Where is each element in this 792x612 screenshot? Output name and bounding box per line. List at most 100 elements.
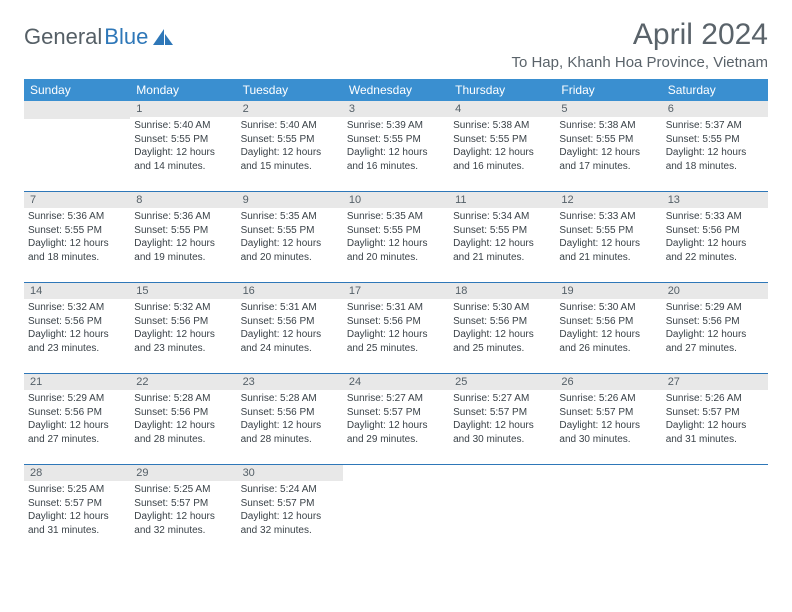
sunrise-text: Sunrise: 5:32 AM <box>28 301 126 315</box>
daylight-text: Daylight: 12 hours and 19 minutes. <box>134 237 232 264</box>
day-details: Sunrise: 5:33 AMSunset: 5:55 PMDaylight:… <box>555 208 661 268</box>
daylight-text: Daylight: 12 hours and 27 minutes. <box>28 419 126 446</box>
daylight-text: Daylight: 12 hours and 22 minutes. <box>666 237 764 264</box>
day-number: 20 <box>662 283 768 299</box>
calendar-cell: 22Sunrise: 5:28 AMSunset: 5:56 PMDayligh… <box>130 374 236 465</box>
sunset-text: Sunset: 5:57 PM <box>241 497 339 511</box>
day-number: 4 <box>449 101 555 117</box>
weekday-header: Wednesday <box>343 79 449 101</box>
day-number: 3 <box>343 101 449 117</box>
day-details: Sunrise: 5:37 AMSunset: 5:55 PMDaylight:… <box>662 117 768 177</box>
calendar-row: 14Sunrise: 5:32 AMSunset: 5:56 PMDayligh… <box>24 283 768 374</box>
daylight-text: Daylight: 12 hours and 18 minutes. <box>28 237 126 264</box>
header: GeneralBlue April 2024 To Hap, Khanh Hoa… <box>24 18 768 71</box>
daylight-text: Daylight: 12 hours and 16 minutes. <box>453 146 551 173</box>
sunrise-text: Sunrise: 5:34 AM <box>453 210 551 224</box>
sunset-text: Sunset: 5:56 PM <box>28 406 126 420</box>
daylight-text: Daylight: 12 hours and 27 minutes. <box>666 328 764 355</box>
day-details: Sunrise: 5:27 AMSunset: 5:57 PMDaylight:… <box>449 390 555 450</box>
calendar-cell: 14Sunrise: 5:32 AMSunset: 5:56 PMDayligh… <box>24 283 130 374</box>
daylight-text: Daylight: 12 hours and 21 minutes. <box>453 237 551 264</box>
daylight-text: Daylight: 12 hours and 32 minutes. <box>241 510 339 537</box>
daylight-text: Daylight: 12 hours and 15 minutes. <box>241 146 339 173</box>
logo-text-blue: Blue <box>104 24 148 50</box>
sunset-text: Sunset: 5:57 PM <box>28 497 126 511</box>
calendar-cell: 27Sunrise: 5:26 AMSunset: 5:57 PMDayligh… <box>662 374 768 465</box>
sunset-text: Sunset: 5:56 PM <box>666 315 764 329</box>
day-details: Sunrise: 5:34 AMSunset: 5:55 PMDaylight:… <box>449 208 555 268</box>
calendar-body: 1Sunrise: 5:40 AMSunset: 5:55 PMDaylight… <box>24 101 768 555</box>
calendar-row: 1Sunrise: 5:40 AMSunset: 5:55 PMDaylight… <box>24 101 768 192</box>
calendar-cell: 19Sunrise: 5:30 AMSunset: 5:56 PMDayligh… <box>555 283 661 374</box>
day-number: 22 <box>130 374 236 390</box>
calendar-cell: 4Sunrise: 5:38 AMSunset: 5:55 PMDaylight… <box>449 101 555 192</box>
logo-text-general: General <box>24 24 102 50</box>
logo: GeneralBlue <box>24 18 174 50</box>
daylight-text: Daylight: 12 hours and 20 minutes. <box>241 237 339 264</box>
day-number: 15 <box>130 283 236 299</box>
sunset-text: Sunset: 5:57 PM <box>666 406 764 420</box>
sunset-text: Sunset: 5:55 PM <box>134 133 232 147</box>
daylight-text: Daylight: 12 hours and 23 minutes. <box>28 328 126 355</box>
calendar-cell: 30Sunrise: 5:24 AMSunset: 5:57 PMDayligh… <box>237 465 343 556</box>
day-details: Sunrise: 5:40 AMSunset: 5:55 PMDaylight:… <box>237 117 343 177</box>
day-details: Sunrise: 5:36 AMSunset: 5:55 PMDaylight:… <box>130 208 236 268</box>
sunrise-text: Sunrise: 5:32 AM <box>134 301 232 315</box>
sunset-text: Sunset: 5:55 PM <box>241 224 339 238</box>
daylight-text: Daylight: 12 hours and 26 minutes. <box>559 328 657 355</box>
calendar-cell: 26Sunrise: 5:26 AMSunset: 5:57 PMDayligh… <box>555 374 661 465</box>
day-number: 17 <box>343 283 449 299</box>
sunrise-text: Sunrise: 5:26 AM <box>666 392 764 406</box>
calendar-cell: 2Sunrise: 5:40 AMSunset: 5:55 PMDaylight… <box>237 101 343 192</box>
day-number: 27 <box>662 374 768 390</box>
weekday-header: Monday <box>130 79 236 101</box>
daylight-text: Daylight: 12 hours and 23 minutes. <box>134 328 232 355</box>
daylight-text: Daylight: 12 hours and 29 minutes. <box>347 419 445 446</box>
sunset-text: Sunset: 5:56 PM <box>241 406 339 420</box>
sunrise-text: Sunrise: 5:38 AM <box>559 119 657 133</box>
sunset-text: Sunset: 5:55 PM <box>347 224 445 238</box>
calendar-cell <box>343 465 449 556</box>
day-number: 2 <box>237 101 343 117</box>
daylight-text: Daylight: 12 hours and 32 minutes. <box>134 510 232 537</box>
day-number: 26 <box>555 374 661 390</box>
day-details: Sunrise: 5:26 AMSunset: 5:57 PMDaylight:… <box>555 390 661 450</box>
calendar-cell <box>24 101 130 192</box>
calendar-cell: 15Sunrise: 5:32 AMSunset: 5:56 PMDayligh… <box>130 283 236 374</box>
day-details: Sunrise: 5:38 AMSunset: 5:55 PMDaylight:… <box>449 117 555 177</box>
day-number-empty <box>24 101 130 119</box>
calendar-cell <box>449 465 555 556</box>
sunset-text: Sunset: 5:55 PM <box>559 133 657 147</box>
day-number: 13 <box>662 192 768 208</box>
weekday-header: Sunday <box>24 79 130 101</box>
daylight-text: Daylight: 12 hours and 25 minutes. <box>453 328 551 355</box>
sunrise-text: Sunrise: 5:36 AM <box>134 210 232 224</box>
weekday-header-row: Sunday Monday Tuesday Wednesday Thursday… <box>24 79 768 101</box>
day-details: Sunrise: 5:25 AMSunset: 5:57 PMDaylight:… <box>130 481 236 541</box>
sunset-text: Sunset: 5:56 PM <box>134 315 232 329</box>
day-details: Sunrise: 5:31 AMSunset: 5:56 PMDaylight:… <box>237 299 343 359</box>
sunset-text: Sunset: 5:56 PM <box>453 315 551 329</box>
day-details: Sunrise: 5:38 AMSunset: 5:55 PMDaylight:… <box>555 117 661 177</box>
month-title: April 2024 <box>511 18 768 52</box>
weekday-header: Saturday <box>662 79 768 101</box>
calendar-cell: 12Sunrise: 5:33 AMSunset: 5:55 PMDayligh… <box>555 192 661 283</box>
calendar-cell: 1Sunrise: 5:40 AMSunset: 5:55 PMDaylight… <box>130 101 236 192</box>
sunset-text: Sunset: 5:55 PM <box>559 224 657 238</box>
day-number: 28 <box>24 465 130 481</box>
daylight-text: Daylight: 12 hours and 28 minutes. <box>241 419 339 446</box>
day-number: 6 <box>662 101 768 117</box>
calendar-cell: 16Sunrise: 5:31 AMSunset: 5:56 PMDayligh… <box>237 283 343 374</box>
day-details: Sunrise: 5:32 AMSunset: 5:56 PMDaylight:… <box>130 299 236 359</box>
daylight-text: Daylight: 12 hours and 30 minutes. <box>453 419 551 446</box>
day-number: 18 <box>449 283 555 299</box>
daylight-text: Daylight: 12 hours and 31 minutes. <box>28 510 126 537</box>
day-number: 12 <box>555 192 661 208</box>
calendar-cell: 11Sunrise: 5:34 AMSunset: 5:55 PMDayligh… <box>449 192 555 283</box>
day-number: 25 <box>449 374 555 390</box>
sunrise-text: Sunrise: 5:25 AM <box>134 483 232 497</box>
sunrise-text: Sunrise: 5:37 AM <box>666 119 764 133</box>
calendar-cell: 6Sunrise: 5:37 AMSunset: 5:55 PMDaylight… <box>662 101 768 192</box>
sunrise-text: Sunrise: 5:36 AM <box>28 210 126 224</box>
calendar-cell: 28Sunrise: 5:25 AMSunset: 5:57 PMDayligh… <box>24 465 130 556</box>
